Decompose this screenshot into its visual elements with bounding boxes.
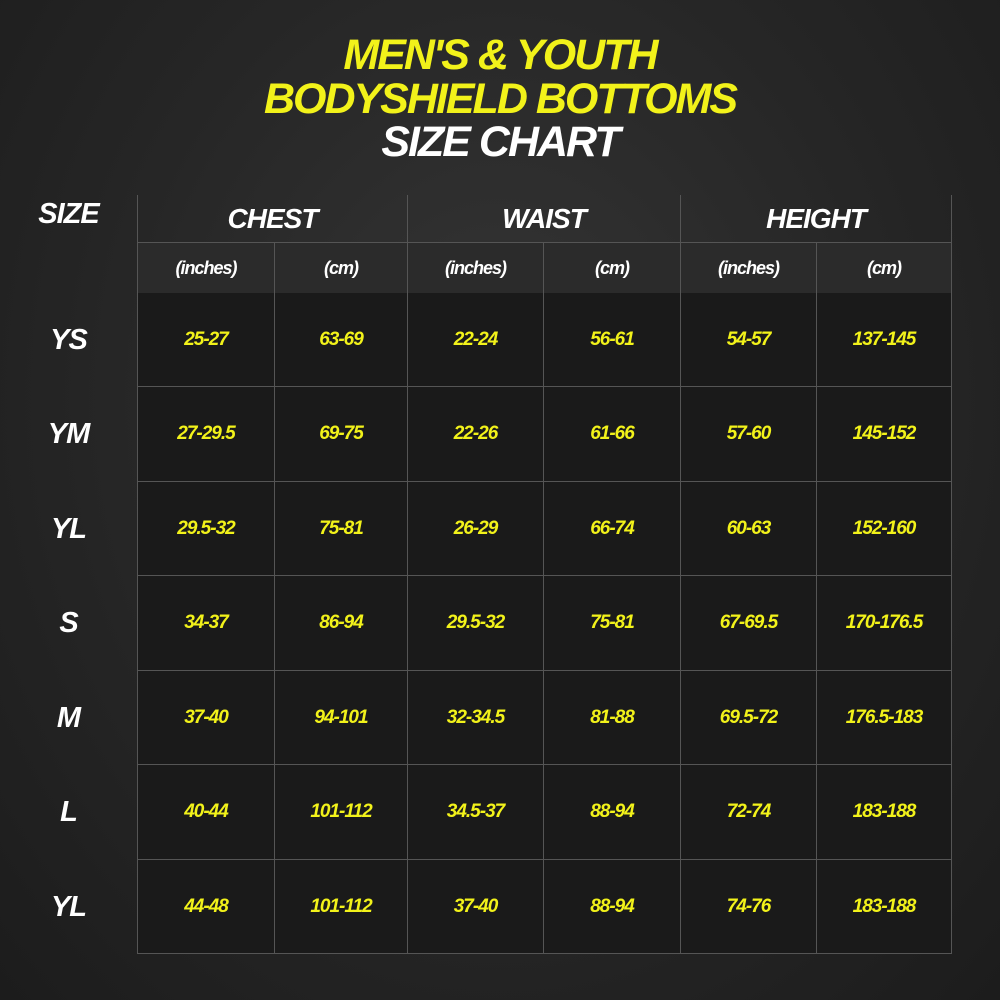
unit-header: (cm) <box>274 243 407 293</box>
table-cell: 152-160 <box>816 482 952 576</box>
size-label: YS <box>50 323 88 356</box>
table-cell: 69.5-72 <box>680 671 816 765</box>
table-cell: 26-29 <box>407 482 543 576</box>
table-cell: 34-37 <box>137 576 274 671</box>
table-cell: 29.5-32 <box>407 576 543 671</box>
unit-header: (cm) <box>543 243 680 293</box>
table-cell: 176.5-183 <box>816 671 952 765</box>
unit-header: (inches) <box>137 243 274 293</box>
table-cell: 86-94 <box>274 576 407 671</box>
table-cell: 34.5-37 <box>407 765 543 860</box>
table-cell: 37-40 <box>407 860 543 954</box>
size-label: YM <box>47 418 91 450</box>
title-line-1: MEN'S & YOUTH <box>343 31 658 79</box>
title-line-2: BODYSHIELD BOTTOMS <box>263 75 738 123</box>
table-cell: 81-88 <box>543 671 680 765</box>
table-cell: 74-76 <box>680 860 816 954</box>
table-cell: 44-48 <box>137 860 274 954</box>
table-cell: 72-74 <box>680 765 816 860</box>
table-cell: 137-145 <box>816 293 952 387</box>
table-cell: 66-74 <box>543 482 680 576</box>
table-cell: 40-44 <box>137 765 274 860</box>
table-cell: 56-61 <box>543 293 680 387</box>
table-cell: 57-60 <box>680 387 816 482</box>
unit-header: (inches) <box>680 243 816 293</box>
group-header-height: HEIGHT <box>680 195 952 243</box>
size-label: YL <box>50 512 87 545</box>
size-label: M <box>56 701 81 734</box>
table-cell: 32-34.5 <box>407 671 543 765</box>
table-cell: 75-81 <box>274 482 407 576</box>
title-line-3: SIZE CHART <box>381 118 620 166</box>
size-label: L <box>60 796 78 828</box>
group-header-chest: CHEST <box>137 195 407 243</box>
table-cell: 75-81 <box>543 576 680 671</box>
table-cell: 183-188 <box>816 860 952 954</box>
size-header: SIZE <box>38 197 99 230</box>
table-cell: 88-94 <box>543 860 680 954</box>
table-cell: 170-176.5 <box>816 576 952 671</box>
table-cell: 63-69 <box>274 293 407 387</box>
table-cell: 60-63 <box>680 482 816 576</box>
table-cell: 61-66 <box>543 387 680 482</box>
table-cell: 27-29.5 <box>137 387 274 482</box>
table-cell: 37-40 <box>137 671 274 765</box>
table-cell: 67-69.5 <box>680 576 816 671</box>
table-cell: 29.5-32 <box>137 482 274 576</box>
table-cell: 54-57 <box>680 293 816 387</box>
table-cell: 88-94 <box>543 765 680 860</box>
table-cell: 101-112 <box>274 860 407 954</box>
table-cell: 22-26 <box>407 387 543 482</box>
size-label: S <box>59 607 78 639</box>
unit-header: (inches) <box>407 243 543 293</box>
table-cell: 22-24 <box>407 293 543 387</box>
table-cell: 101-112 <box>274 765 407 860</box>
unit-header: (cm) <box>816 243 952 293</box>
table-cell: 94-101 <box>274 671 407 765</box>
table-cell: 25-27 <box>137 293 274 387</box>
table-cell: 69-75 <box>274 387 407 482</box>
table-cell: 183-188 <box>816 765 952 860</box>
size-label: YL <box>50 890 87 923</box>
group-header-waist: WAIST <box>407 195 680 243</box>
table-cell: 145-152 <box>816 387 952 482</box>
